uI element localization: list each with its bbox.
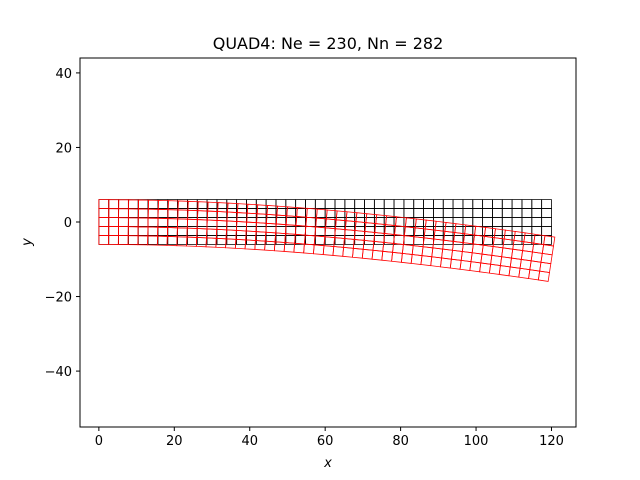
- x-tick-label: 60: [317, 434, 334, 449]
- y-tick-label: −20: [45, 291, 72, 306]
- deformed-element: [543, 235, 556, 247]
- x-tick-label: 120: [539, 434, 564, 449]
- y-tick-label: −40: [45, 365, 72, 380]
- plot-frame: [79, 57, 577, 428]
- x-tick-label: 80: [392, 434, 409, 449]
- y-tick-label: 40: [55, 67, 72, 82]
- x-tick-label: 40: [241, 434, 258, 449]
- y-tick-label: 20: [55, 141, 72, 156]
- deformed-mesh: [98, 199, 556, 282]
- undeformed-element: [541, 199, 552, 209]
- y-axis-ticks: 40 20 0 −20 −40: [45, 67, 80, 380]
- chart-title: QUAD4: Ne = 230, Nn = 282: [213, 34, 444, 53]
- x-tick-label: 0: [95, 434, 103, 449]
- y-tick-label: 0: [64, 216, 72, 231]
- x-axis-label: x: [323, 456, 332, 471]
- x-tick-label: 100: [464, 434, 489, 449]
- x-axis-ticks: 0 20 40 60 80 100 120: [95, 427, 564, 449]
- y-axis-label: y: [20, 238, 35, 247]
- x-tick-label: 20: [166, 434, 183, 449]
